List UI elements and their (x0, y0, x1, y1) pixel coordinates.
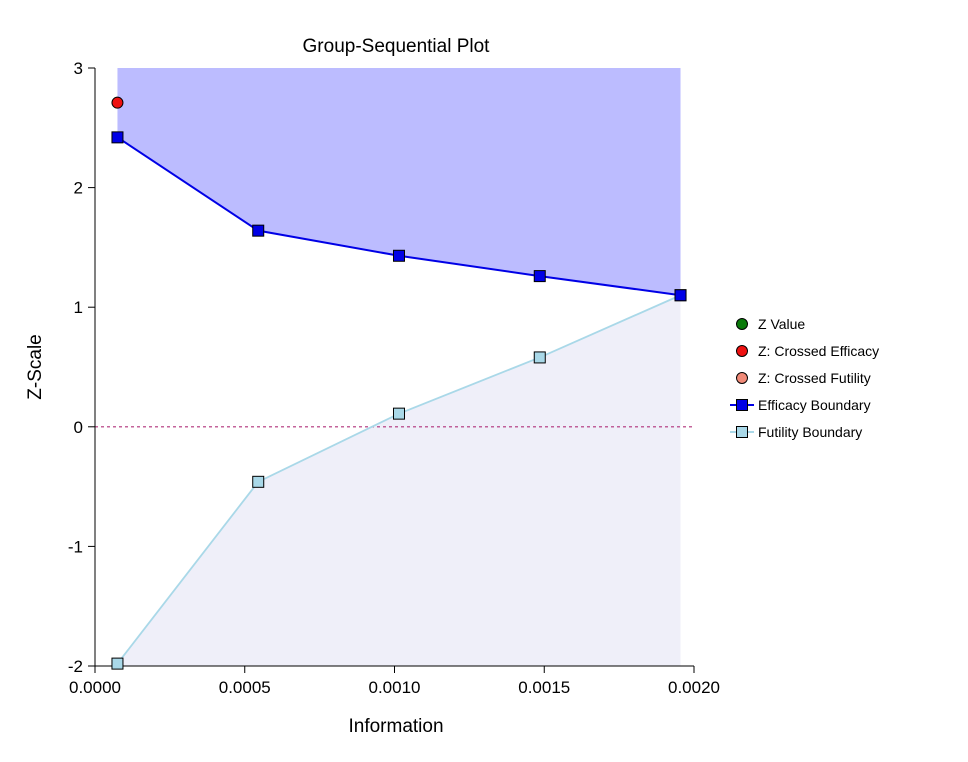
x-axis-label: Information (348, 716, 443, 737)
efficacy-boundary-point (674, 289, 687, 302)
legend-label: Z Value (758, 316, 805, 332)
efficacy-boundary-point (252, 224, 265, 237)
legend-item: Z: Crossed Efficacy (736, 343, 879, 359)
legend-label: Efficacy Boundary (758, 397, 871, 413)
legend: Z Value Z: Crossed Efficacy Z: Crossed Fut… (730, 316, 879, 440)
futility-boundary-point (252, 475, 265, 488)
x-tick-label: 0.0010 (369, 678, 421, 697)
efficacy-boundary-point (111, 131, 124, 144)
futility-boundary-point (392, 407, 405, 420)
legend-swatch (736, 399, 748, 411)
y-tick-label: -2 (68, 657, 83, 676)
legend-label: Futility Boundary (758, 424, 862, 440)
z-point-z-crossed-efficacy (111, 96, 124, 109)
legend-item: Efficacy Boundary (730, 397, 871, 413)
boundary-regions (117, 68, 681, 666)
futility-boundary-point (111, 657, 124, 670)
legend-label: Z: Crossed Futility (758, 370, 871, 386)
efficacy-boundary-point (392, 249, 405, 262)
chart-title: Group-Sequential Plot (303, 36, 491, 57)
series-markers (111, 96, 687, 670)
y-tick-label: 2 (74, 179, 83, 198)
y-axis-label: Z-Scale (25, 334, 46, 399)
legend-item: Z Value (736, 316, 805, 332)
efficacy-boundary-point (533, 270, 546, 283)
y-tick-label: 3 (74, 59, 83, 78)
legend-swatch (736, 426, 748, 438)
efficacy-region (117, 68, 681, 296)
x-tick-label: 0.0015 (518, 678, 570, 697)
legend-item: Z: Crossed Futility (736, 370, 871, 386)
y-tick-label: -1 (68, 537, 83, 556)
x-tick-label: 0.0005 (219, 678, 271, 697)
legend-swatch (736, 318, 748, 330)
x-tick-label: 0.0020 (668, 678, 720, 697)
axes: -2 -1 0 1 2 3 0.0000 0.0005 0.0010 0.0015 0.0020 (68, 59, 720, 697)
legend-label: Z: Crossed Efficacy (758, 343, 879, 359)
futility-region (117, 295, 681, 666)
futility-boundary-point (533, 351, 546, 364)
legend-item: Futility Boundary (730, 424, 862, 440)
x-tick-label: 0.0000 (69, 678, 121, 697)
y-tick-label: 1 (74, 298, 83, 317)
legend-swatch (736, 345, 748, 357)
legend-swatch (736, 372, 748, 384)
y-tick-label: 0 (74, 418, 83, 437)
